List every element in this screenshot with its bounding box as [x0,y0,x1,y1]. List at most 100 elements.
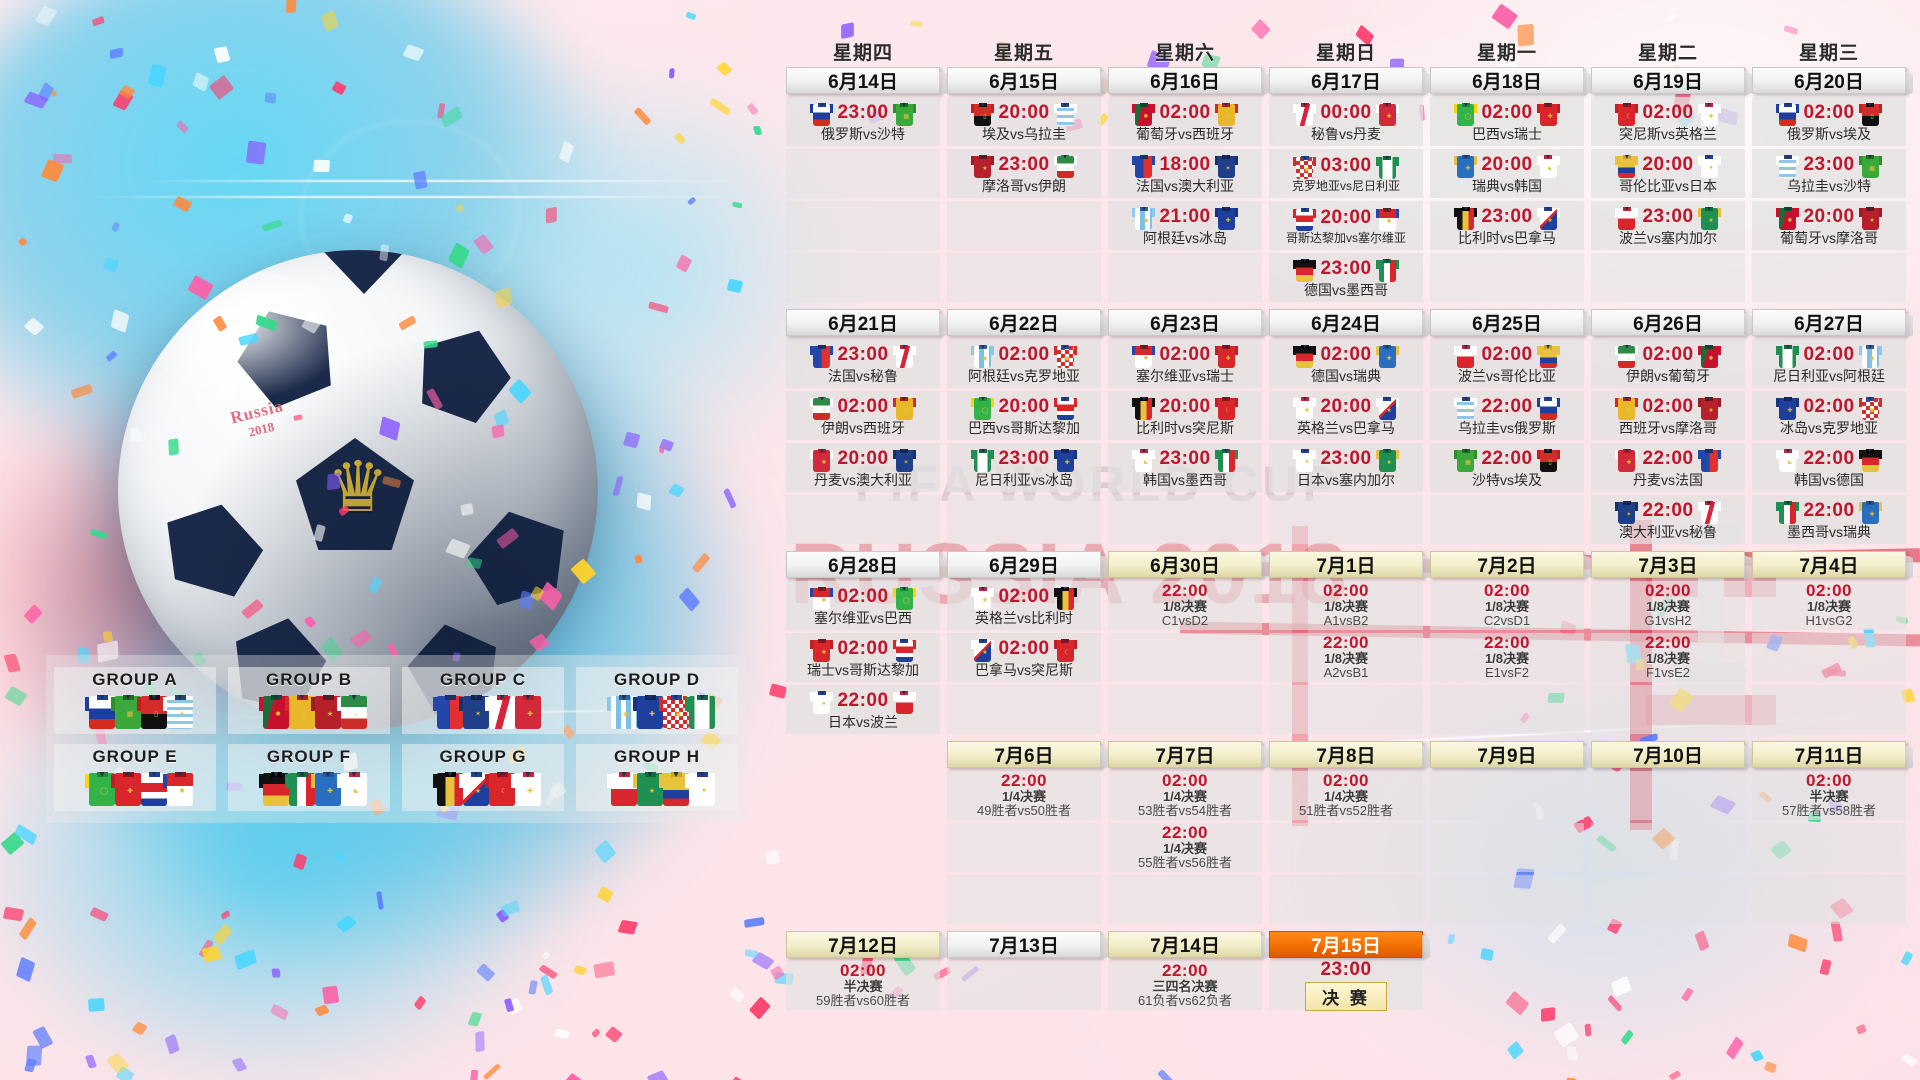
match-cell[interactable]: ● 23:00 ★ 日本vs塞内加尔 [1269,443,1423,492]
match-cell[interactable]: ▣ 03:00 克罗地亚vs尼日利亚 [1269,149,1423,198]
knockout-match-cell[interactable]: 22:00 1/4决赛 55胜者vs56胜者 [1108,823,1262,872]
match-cell[interactable]: 20:00 ● 哥伦比亚vs日本 [1591,149,1745,198]
date-header-7月11日[interactable]: 7月11日 [1752,741,1906,768]
knockout-match-cell[interactable]: 02:00 1/8决赛 G1vsH2 [1591,581,1745,630]
match-cell[interactable]: 23:00 ✚ 尼日利亚vs冰岛 [947,443,1101,492]
match-cell[interactable]: 22:00 ✚ 墨西哥vs瑞典 [1752,495,1906,544]
date-header-6月20日[interactable]: 6月20日 [1752,67,1906,94]
match-cell[interactable]: ✹ 20:00 ★ 葡萄牙vs摩洛哥 [1752,201,1906,250]
match-cell[interactable]: 23:00 德国vs墨西哥 [1269,253,1423,302]
match-cell[interactable]: ★ 02:00 ☾ 巴拿马vs突尼斯 [947,633,1101,682]
date-header-6月19日[interactable]: 6月19日 [1591,67,1745,94]
date-header-6月26日[interactable]: 6月26日 [1591,309,1745,336]
date-header-7月4日[interactable]: 7月4日 [1752,551,1906,578]
match-cell[interactable]: 23:00 ★ 比利时vs巴拿马 [1430,201,1584,250]
date-header-7月9日[interactable]: 7月9日 [1430,741,1584,768]
date-header-6月28日[interactable]: 6月28日 [786,551,940,578]
date-header-7月12日[interactable]: 7月12日 [786,931,940,958]
knockout-match-cell[interactable]: 02:00 1/8决赛 A1vsB2 [1269,581,1423,630]
match-cell[interactable]: 23:00 ★ 波兰vs塞内加尔 [1591,201,1745,250]
date-header-7月8日[interactable]: 7月8日 [1269,741,1423,768]
knockout-match-cell[interactable]: 02:00 半决赛 57胜者vs58胜者 [1752,771,1906,820]
match-cell[interactable]: ◉ 02:00 ▣ 阿根廷vs克罗地亚 [947,339,1101,388]
date-header-7月10日[interactable]: 7月10日 [1591,741,1745,768]
match-cell[interactable]: ✚ 02:00 瑞士vs哥斯达黎加 [786,633,940,682]
match-cell[interactable]: 02:00 波兰vs哥伦比亚 [1430,339,1584,388]
date-header-6月23日[interactable]: 6月23日 [1108,309,1262,336]
group-card-group-h[interactable]: GROUP H ★ ● [576,744,738,811]
date-header-6月17日[interactable]: 6月17日 [1269,67,1423,94]
match-cell[interactable]: ۞ 02:00 ✹ 伊朗vs葡萄牙 [1591,339,1745,388]
match-cell[interactable]: 18:00 ✶ 法国vs澳大利亚 [1108,149,1262,198]
date-header-7月2日[interactable]: 7月2日 [1430,551,1584,578]
date-header-7月7日[interactable]: 7月7日 [1108,741,1262,768]
knockout-match-cell[interactable]: 22:00 1/4决赛 49胜者vs50胜者 [947,771,1101,820]
match-cell[interactable]: 00:00 ✚ 秘鲁vs丹麦 [1269,97,1423,146]
match-cell[interactable]: 02:00 ◉ 尼日利亚vs阿根廷 [1752,339,1906,388]
knockout-match-cell[interactable]: 02:00 1/4决赛 53胜者vs54胜者 [1108,771,1262,820]
date-header-7月6日[interactable]: 7月6日 [947,741,1101,768]
knockout-match-cell[interactable]: 02:00 半决赛 59胜者vs60胜者 [786,961,940,1010]
date-header-6月25日[interactable]: 6月25日 [1430,309,1584,336]
knockout-match-cell[interactable]: 22:00 1/8决赛 A2vsB1 [1269,633,1423,682]
date-header-6月22日[interactable]: 6月22日 [947,309,1101,336]
date-header-7月1日[interactable]: 7月1日 [1269,551,1423,578]
match-cell[interactable]: ✚ 20:00 ★ 英格兰vs巴拿马 [1269,391,1423,440]
date-header-6月16日[interactable]: 6月16日 [1108,67,1262,94]
match-cell[interactable]: ✚ 02:00 英格兰vs比利时 [947,581,1101,630]
match-cell[interactable]: 02:00 ✚ 德国vs瑞典 [1269,339,1423,388]
knockout-match-cell[interactable]: 02:00 1/8决赛 C2vsD1 [1430,581,1584,630]
match-cell[interactable]: ◯ 20:00 巴西vs哥斯达黎加 [947,391,1101,440]
match-cell[interactable]: ☯ 23:00 韩国vs墨西哥 [1108,443,1262,492]
match-cell[interactable]: ▦ 22:00 ▯ 沙特vs埃及 [1430,443,1584,492]
match-cell[interactable]: ✚ 20:00 ☯ 瑞典vs韩国 [1430,149,1584,198]
match-cell[interactable]: ☾ 02:00 ✚ 突尼斯vs英格兰 [1591,97,1745,146]
group-card-group-d[interactable]: GROUP D ◉ ✚ ▣ [576,667,738,734]
date-header-6月21日[interactable]: 6月21日 [786,309,940,336]
match-cell[interactable]: 20:00 ☾ 比利时vs突尼斯 [1108,391,1262,440]
knockout-match-cell[interactable]: 22:00 1/8决赛 F1vsE2 [1591,633,1745,682]
match-cell[interactable]: ✚ 20:00 ✶ 丹麦vs澳大利亚 [786,443,940,492]
date-header-6月27日[interactable]: 6月27日 [1752,309,1906,336]
date-header-7月15日[interactable]: 7月15日 [1269,931,1423,958]
match-cell[interactable]: ◯ 02:00 ✚ 巴西vs瑞士 [1430,97,1584,146]
date-header-7月14日[interactable]: 7月14日 [1108,931,1262,958]
match-cell[interactable]: ☀ 22:00 乌拉圭vs俄罗斯 [1430,391,1584,440]
group-card-group-c[interactable]: GROUP C ✶ ✚ [402,667,564,734]
match-cell[interactable]: ✚ 02:00 ▣ 冰岛vs克罗地亚 [1752,391,1906,440]
date-header-7月13日[interactable]: 7月13日 [947,931,1101,958]
match-cell[interactable]: ☀ 23:00 ▦ 乌拉圭vs沙特 [1752,149,1906,198]
match-cell[interactable]: ✹ 02:00 ◯ 塞尔维亚vs巴西 [786,581,940,630]
date-header-6月29日[interactable]: 6月29日 [947,551,1101,578]
group-card-group-a[interactable]: GROUP A ▦ ▯ ☀ [54,667,216,734]
date-header-6月18日[interactable]: 6月18日 [1430,67,1584,94]
knockout-match-cell[interactable]: 22:00 1/8决赛 C1vsD2 [1108,581,1262,630]
match-cell[interactable]: ◉ 21:00 ✚ 阿根廷vs冰岛 [1108,201,1262,250]
match-cell[interactable]: ❦ 02:00 ★ 西班牙vs摩洛哥 [1591,391,1745,440]
match-cell[interactable]: ✚ 22:00 丹麦vs法国 [1591,443,1745,492]
final-match-cell[interactable]: 23:00 决 赛 [1269,959,1423,1011]
match-cell[interactable]: 20:00 ✹ 哥斯达黎加vs塞尔维亚 [1269,201,1423,250]
match-cell[interactable]: ✶ 22:00 澳大利亚vs秘鲁 [1591,495,1745,544]
match-cell[interactable]: ● 22:00 日本vs波兰 [786,685,940,734]
knockout-match-cell[interactable]: 22:00 1/8决赛 E1vsF2 [1430,633,1584,682]
knockout-match-cell[interactable]: 02:00 1/4决赛 51胜者vs52胜者 [1269,771,1423,820]
group-card-group-b[interactable]: GROUP B ✹ ❦ ★ ۞ [228,667,390,734]
date-header-7月3日[interactable]: 7月3日 [1591,551,1745,578]
match-cell[interactable]: 23:00 ▦ 俄罗斯vs沙特 [786,97,940,146]
knockout-match-cell[interactable]: 22:00 三四名决赛 61负者vs62负者 [1108,961,1262,1010]
group-card-group-f[interactable]: GROUP F ✚ ☯ [228,744,390,811]
match-cell[interactable]: 23:00 法国vs秘鲁 [786,339,940,388]
group-card-group-e[interactable]: GROUP E ◯ ✚ ✹ [54,744,216,811]
date-header-6月15日[interactable]: 6月15日 [947,67,1101,94]
date-header-6月14日[interactable]: 6月14日 [786,67,940,94]
match-cell[interactable]: ۞ 02:00 ❦ 伊朗vs西班牙 [786,391,940,440]
group-card-group-g[interactable]: GROUP G ★ ☾ ✚ [402,744,564,811]
match-cell[interactable]: ☯ 22:00 韩国vs德国 [1752,443,1906,492]
match-cell[interactable]: ✹ 02:00 ❦ 葡萄牙vs西班牙 [1108,97,1262,146]
date-header-6月24日[interactable]: 6月24日 [1269,309,1423,336]
date-header-6月30日[interactable]: 6月30日 [1108,551,1262,578]
knockout-match-cell[interactable]: 02:00 1/8决赛 H1vsG2 [1752,581,1906,630]
match-cell[interactable]: ★ 23:00 ۞ 摩洛哥vs伊朗 [947,149,1101,198]
match-cell[interactable]: ▯ 20:00 ☀ 埃及vs乌拉圭 [947,97,1101,146]
